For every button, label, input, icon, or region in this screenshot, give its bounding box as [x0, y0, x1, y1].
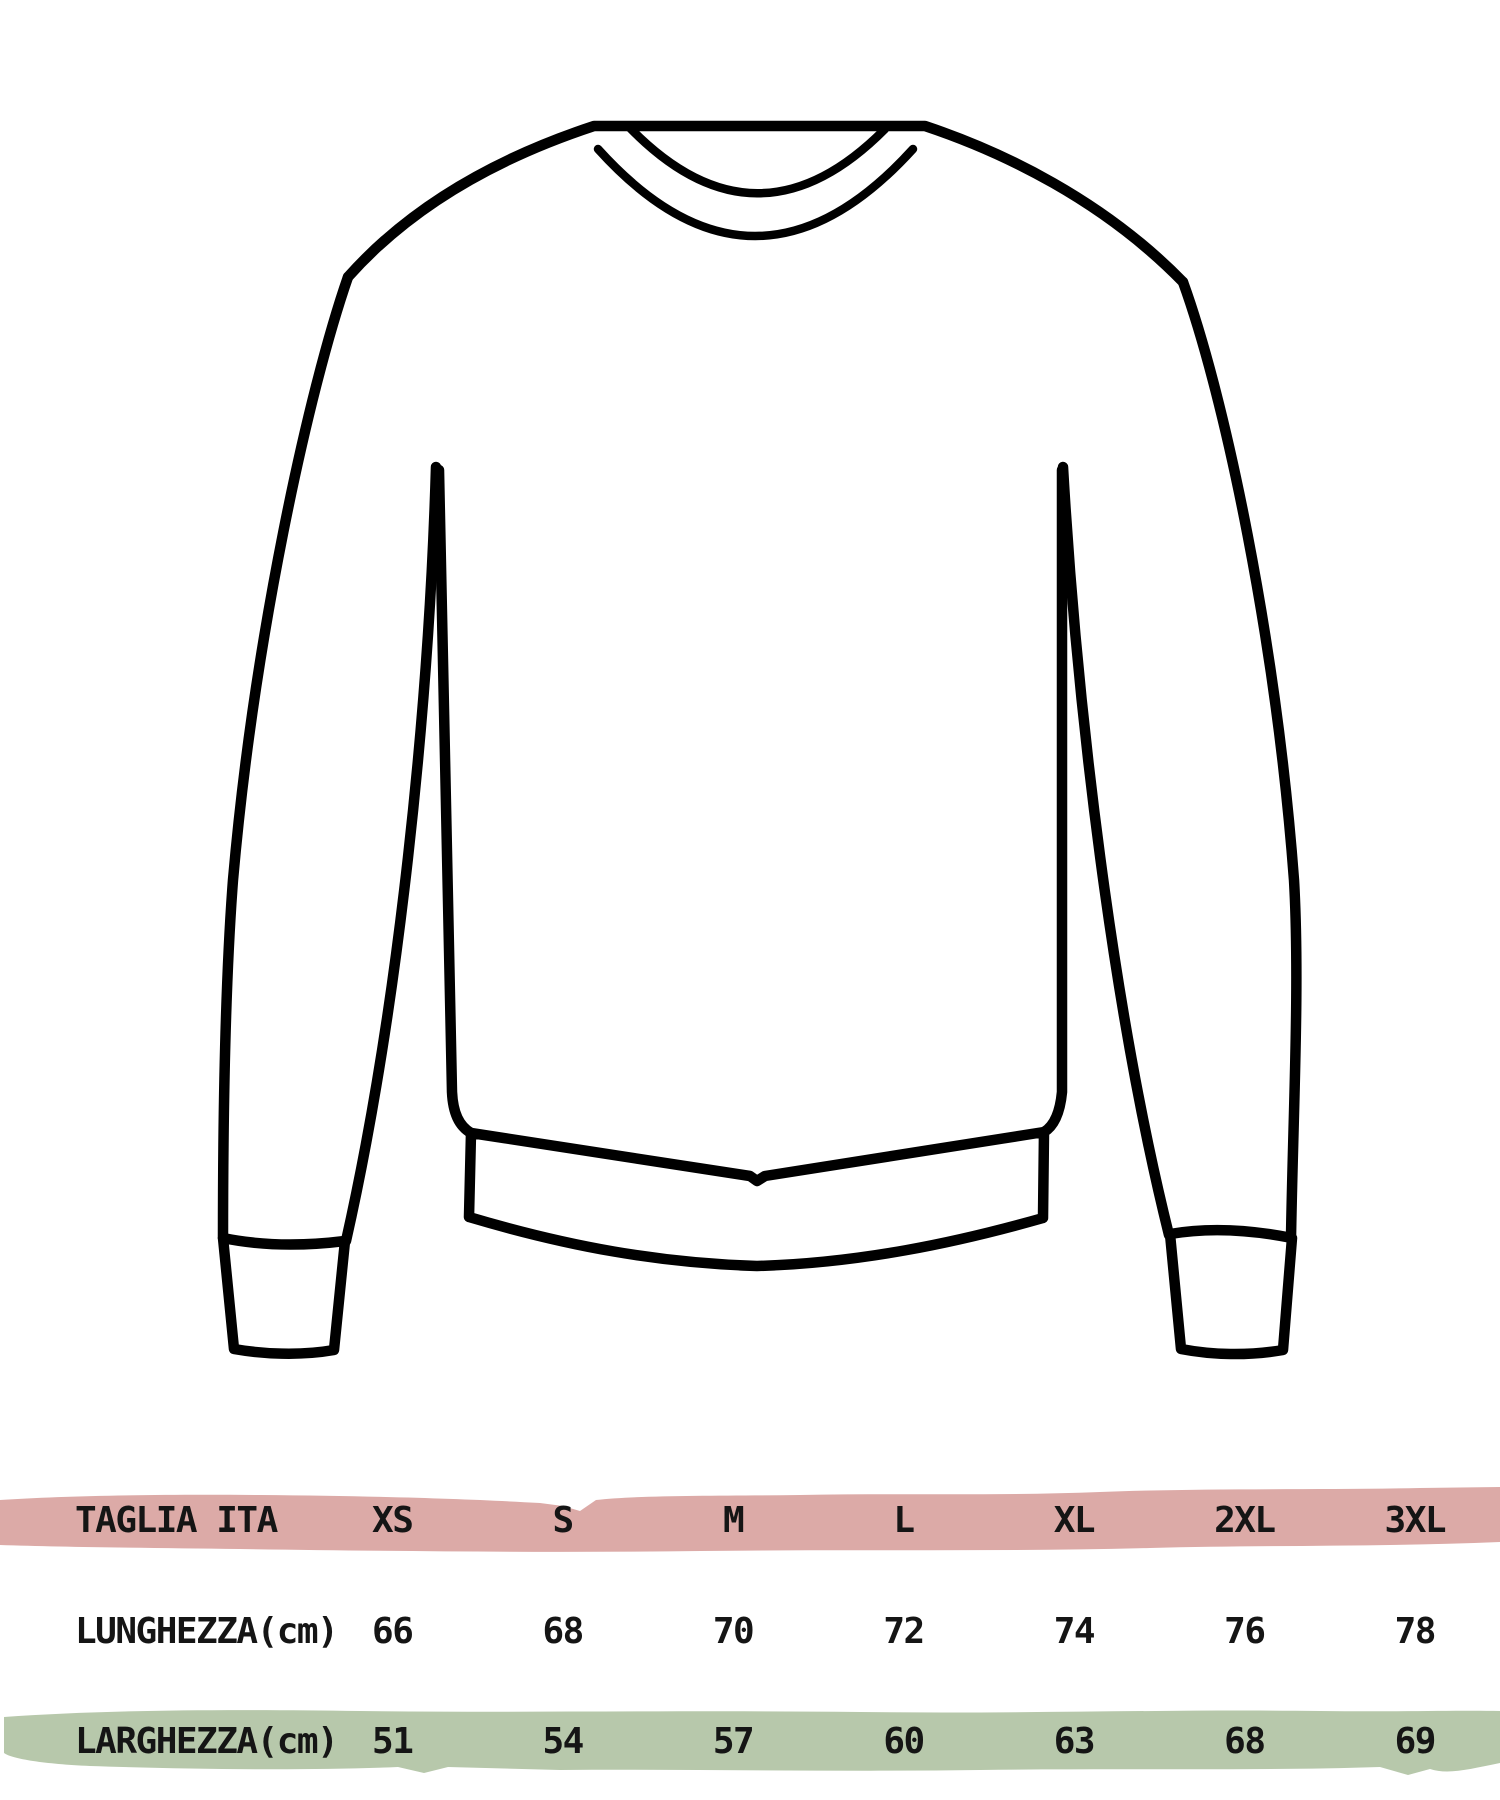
left-body-seam: [433, 464, 477, 1139]
size-header-xs: XS: [372, 1499, 414, 1541]
size-header-l: L: [893, 1499, 915, 1541]
size-table-header-row: TAGLIA ITA XS S M L XL 2XL 3XL: [0, 1487, 1500, 1553]
length-value-s: 68: [542, 1610, 584, 1652]
length-value-l: 72: [883, 1610, 925, 1652]
width-value-3xl: 69: [1394, 1720, 1437, 1762]
size-header-s: S: [552, 1499, 575, 1541]
sweatshirt-outline-group: [217, 120, 1302, 1360]
length-value-3xl: 78: [1394, 1610, 1437, 1652]
width-value-xs: 51: [372, 1720, 414, 1762]
pink-brush-band-shape: [0, 1487, 1500, 1552]
green-brush-band-shape: [4, 1710, 1500, 1775]
collar-neck-opening-arc: [593, 144, 918, 241]
size-header-xl: XL: [1053, 1499, 1096, 1541]
hem-band: [463, 1126, 1050, 1272]
pink-brush-band: [0, 1487, 1500, 1552]
length-value-xl: 74: [1053, 1610, 1096, 1652]
length-value-m: 70: [712, 1610, 755, 1652]
green-brush-band: [4, 1710, 1500, 1775]
length-row-label: LUNGHEZZA(cm): [75, 1610, 339, 1652]
length-row: LUNGHEZZA(cm) 66 68 70 72 74 76 78: [0, 1553, 1500, 1709]
length-value-2xl: 76: [1224, 1610, 1266, 1652]
size-header-3xl: 3XL: [1384, 1499, 1447, 1541]
sweatshirt-drawing: [217, 120, 1302, 1360]
width-value-m: 57: [712, 1720, 755, 1762]
right-sleeve-inner-edge: [1057, 461, 1175, 1241]
right-sleeve-outer-edge: [1177, 276, 1302, 1244]
size-header-2xl: 2XL: [1214, 1499, 1276, 1541]
width-value-l: 60: [883, 1720, 925, 1762]
length-value-xs: 66: [372, 1610, 414, 1652]
left-sleeve-outer-edge: [217, 271, 354, 1244]
width-value-2xl: 68: [1224, 1720, 1266, 1762]
collar-inner-seam-arc: [625, 123, 890, 198]
size-header-m: M: [722, 1499, 745, 1541]
width-value-xl: 63: [1053, 1720, 1096, 1762]
shoulders-and-collar-top: [342, 120, 1189, 288]
width-value-s: 54: [542, 1720, 584, 1762]
right-cuff: [1164, 1224, 1298, 1360]
width-row-label: LARGHEZZA(cm): [75, 1720, 339, 1762]
size-table-row-label: TAGLIA ITA: [75, 1499, 278, 1541]
width-row: LARGHEZZA(cm) 51 54 57 60 63 68 69: [0, 1705, 1500, 1777]
right-body-seam: [1038, 464, 1068, 1138]
left-cuff: [217, 1232, 351, 1359]
left-sleeve-inner-edge: [340, 461, 442, 1247]
